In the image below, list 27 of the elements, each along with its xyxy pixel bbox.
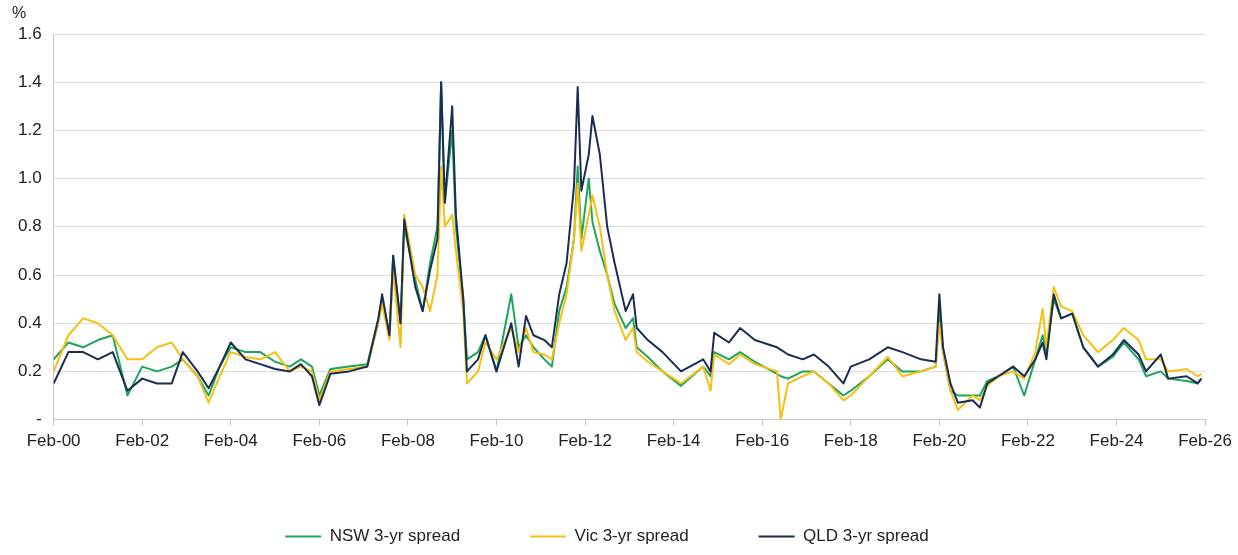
y-tick-label: 0.6: [17, 264, 42, 284]
x-tick-label: Feb-10: [469, 431, 524, 451]
y-tick-label: 0.8: [17, 216, 42, 236]
x-tick-label: Feb-06: [292, 431, 347, 451]
y-tick-label: 1.0: [17, 168, 42, 188]
y-tick-label: 0.2: [17, 361, 42, 381]
y-tick-label: 1.6: [17, 23, 42, 43]
x-tick-label: Feb-04: [203, 431, 258, 451]
x-tick-label: Feb-22: [1000, 431, 1055, 451]
x-tick-label: Feb-24: [1089, 431, 1144, 451]
x-tick-label: Feb-18: [823, 431, 878, 451]
y-axis-title: %: [12, 4, 27, 22]
y-tick-label: -: [35, 409, 42, 429]
x-tick-label: Feb-02: [115, 431, 170, 451]
legend-label: NSW 3-yr spread: [329, 526, 461, 546]
y-tick-label: 1.2: [17, 120, 42, 140]
x-tick-label: Feb-08: [380, 431, 435, 451]
x-tick-label: Feb-20: [912, 431, 967, 451]
x-tick-label: Feb-16: [735, 431, 790, 451]
x-tick-label: Feb-12: [558, 431, 612, 451]
y-tick-label: 0.4: [17, 312, 42, 332]
x-tick-label: Feb-26: [1178, 431, 1233, 451]
legend-label: Vic 3-yr spread: [574, 526, 689, 546]
y-tick-label: 1.4: [17, 71, 42, 91]
legend-label: QLD 3-yr spread: [803, 526, 929, 546]
x-tick-label: Feb-14: [646, 431, 701, 451]
x-tick-label: Feb-00: [26, 431, 81, 451]
